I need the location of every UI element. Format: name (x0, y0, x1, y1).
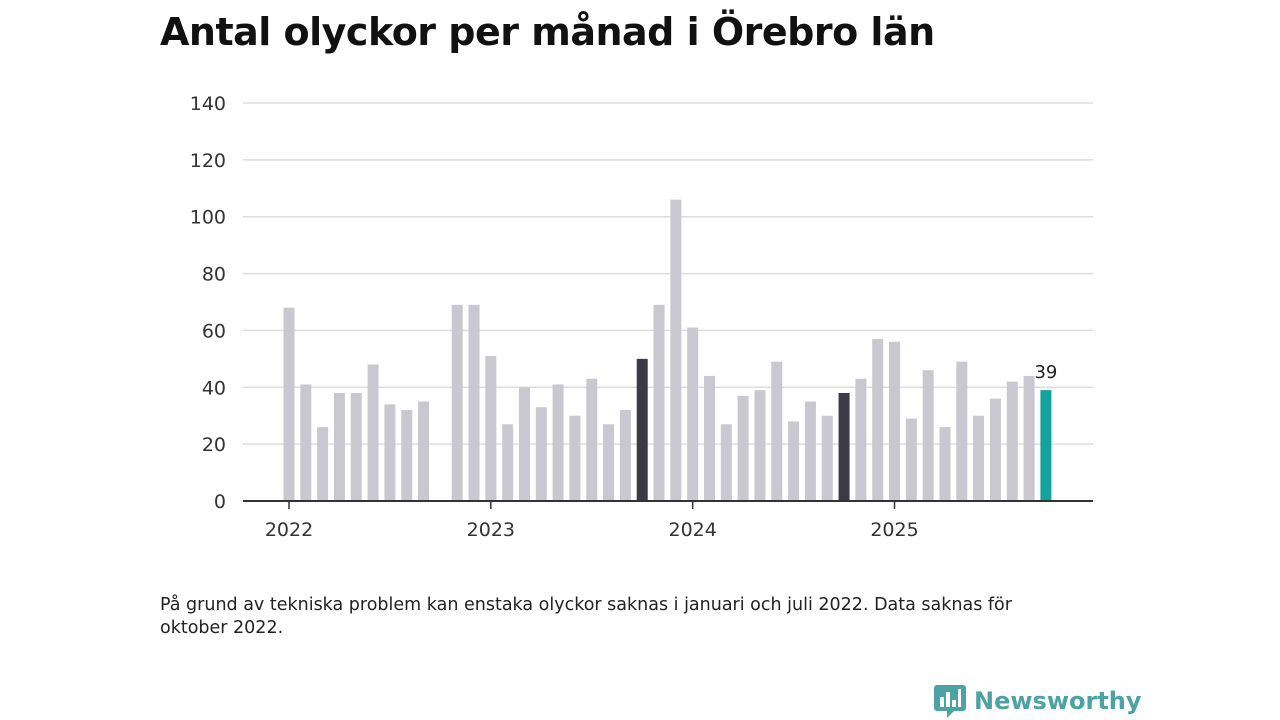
x-tick-label: 2025 (870, 519, 918, 541)
bar-2025-08 (1006, 381, 1018, 501)
bar-2022-03 (317, 427, 329, 501)
bar-2023-12 (670, 199, 682, 501)
bar-2022-12 (468, 304, 480, 501)
x-tick-label: 2022 (265, 519, 313, 541)
brand-name: Newsworthy (974, 687, 1142, 715)
bar-2025-09 (1023, 375, 1035, 501)
bar-2024-05 (754, 390, 766, 501)
bar-2024-09 (821, 415, 833, 501)
bar-2024-11 (855, 378, 867, 501)
y-tick-label: 60 (202, 320, 226, 342)
bar-2022-01 (283, 307, 295, 501)
bar-2025-10 (1040, 390, 1052, 501)
x-axis: 2022 2023 2024 2025 (243, 500, 1093, 541)
bar-2023-05 (552, 384, 564, 501)
bar-chart: 0 20 40 60 80 100 120 140 2022 2023 2024 2025 39 (190, 93, 1093, 541)
y-tick-label: 120 (190, 150, 226, 172)
bar-2024-02 (704, 375, 715, 501)
bar-2023-10 (636, 358, 648, 501)
data-label: 39 (1034, 362, 1057, 383)
bar-2023-01 (485, 356, 497, 501)
bar-2023-09 (619, 410, 631, 501)
bar-2024-07 (788, 421, 800, 501)
y-tick-label: 140 (190, 93, 226, 115)
bar-2024-03 (720, 424, 732, 501)
bars (283, 199, 1052, 501)
bar-2022-11 (451, 304, 463, 501)
newsworthy-logo-icon (934, 685, 966, 718)
bar-2024-01 (687, 327, 699, 501)
bar-2022-05 (350, 392, 362, 501)
y-tick-label: 100 (190, 207, 226, 229)
bar-2022-02 (300, 384, 312, 501)
y-tick-label: 0 (214, 491, 226, 513)
bar-2022-07 (384, 404, 396, 501)
bar-2025-04 (939, 427, 951, 501)
y-tick-label: 40 (202, 377, 226, 399)
bar-2023-06 (569, 415, 581, 501)
footnote: På grund av tekniska problem kan enstaka… (160, 595, 1012, 638)
bar-2022-08 (401, 410, 413, 501)
bar-2025-01 (889, 341, 901, 501)
bar-2022-09 (418, 401, 430, 501)
bar-2025-06 (973, 415, 985, 501)
bar-2023-07 (586, 378, 598, 501)
brand-logo[interactable]: Newsworthy (934, 683, 1142, 719)
x-tick-label: 2024 (669, 519, 717, 541)
bar-2024-08 (804, 401, 816, 501)
bar-2023-02 (502, 424, 514, 501)
bar-2022-04 (333, 392, 345, 501)
bar-2023-03 (518, 387, 530, 501)
data-labels: 39 (1034, 362, 1057, 383)
bar-2022-06 (367, 364, 379, 501)
y-tick-label: 80 (202, 264, 226, 286)
y-axis-ticks: 0 20 40 60 80 100 120 140 (190, 93, 226, 513)
bar-2025-03 (922, 370, 934, 501)
bar-2023-04 (535, 407, 547, 501)
bar-2025-07 (989, 398, 1001, 501)
bar-2024-10 (838, 392, 850, 501)
page-title: Antal olyckor per månad i Örebro län (160, 10, 935, 54)
bar-2025-05 (956, 361, 968, 501)
bar-2024-06 (771, 361, 783, 501)
y-tick-label: 20 (202, 434, 226, 456)
bar-2024-12 (872, 338, 884, 501)
bar-2025-02 (905, 418, 917, 501)
bar-2023-11 (653, 304, 665, 501)
x-tick-label: 2023 (467, 519, 515, 541)
bar-2024-04 (737, 395, 749, 501)
bar-2023-08 (603, 424, 615, 501)
